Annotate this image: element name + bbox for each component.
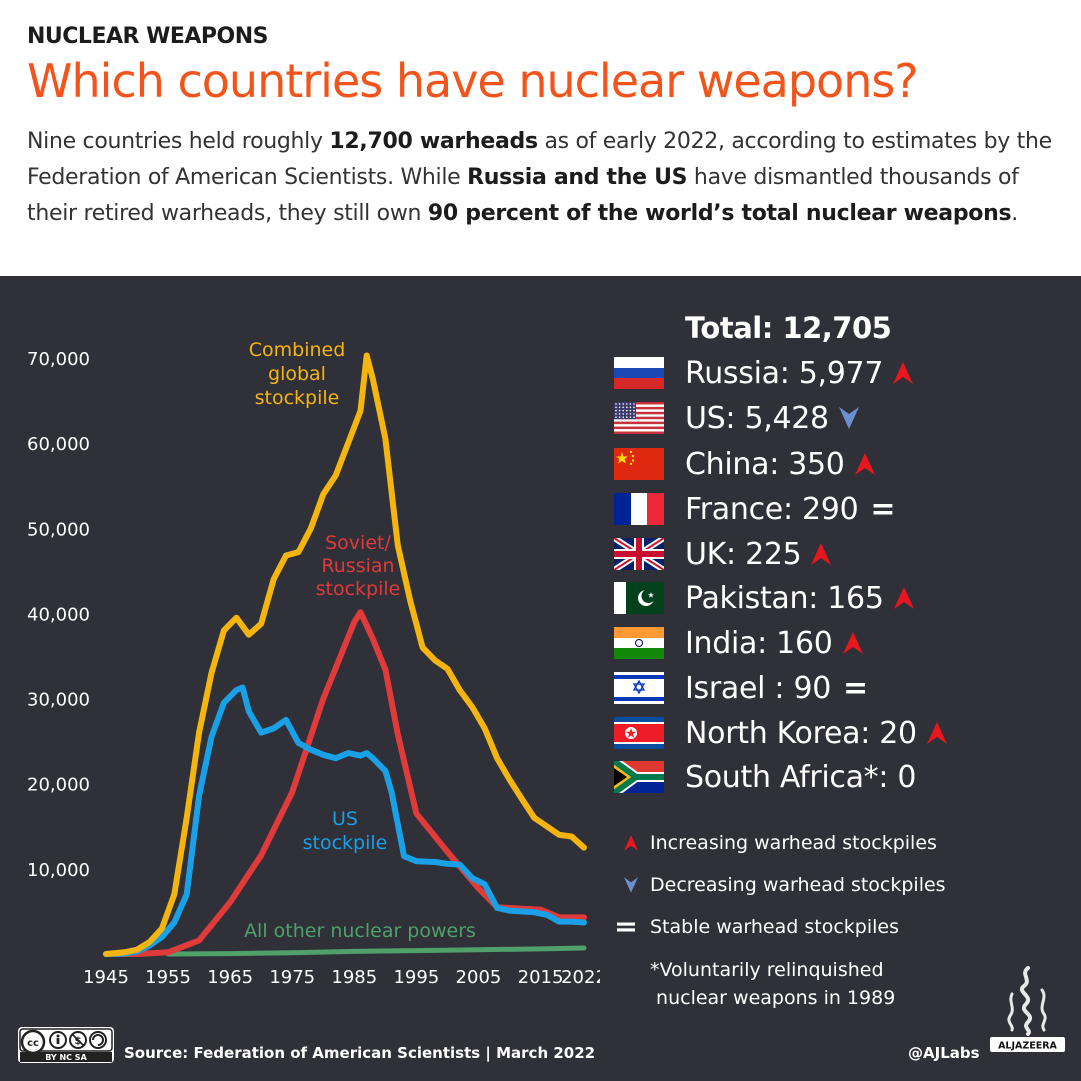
country-row: South Africa*: 0 [614,757,917,797]
country-label: France: 290 [685,491,859,527]
country-label: Israel : 90 [685,670,832,706]
india-flag [614,627,664,659]
intro-text: . [1011,201,1018,226]
x-tick-label: 2015 [518,967,564,988]
key-row: Decreasing warhead stockpiles [614,874,946,896]
down-arrow-icon [838,407,859,429]
footnote: *Voluntarily relinquished nuclear weapon… [650,959,896,1009]
chart-panel: 10,000 20,000 30,000 40,000 50,000 60,000 70,0… [0,276,1081,1081]
cc-license-text: BY NC SA [45,1053,87,1062]
israel-flag [614,672,664,704]
russia-flag [614,357,664,389]
y-tick-label: 50,000 [27,519,90,540]
series-label: Soviet/ [325,532,391,554]
country-row: Russia: 5,977 [614,353,914,393]
key-row: Stable warhead stockpiles [614,916,899,938]
south-africa-flag [614,761,664,793]
aljazeera-wordmark: ALJAZEERA [998,1041,1057,1052]
svg-text:cc: cc [27,1038,39,1049]
x-tick-label: 2022 [561,967,600,988]
up-arrow-icon [624,835,638,851]
series-line-others [165,945,587,957]
series-line-combined [103,352,587,957]
key-label: Stable warhead stockpiles [650,916,899,938]
key-label: Increasing warhead stockpiles [650,832,937,854]
x-tick-label: 1995 [393,967,439,988]
equals-icon [617,922,635,932]
up-arrow-icon [842,632,863,654]
series-line-us [103,684,587,957]
y-tick-label: 30,000 [27,690,90,711]
ajlabs-handle: @AJLabs [908,1044,980,1062]
country-label: North Korea: 20 [685,715,917,751]
intro-highlight: 90 percent of the world’s total nuclear … [427,201,1012,226]
china-flag [614,448,664,480]
country-row: India: 160 [614,623,863,663]
intro-highlight: Russia and the US [467,165,688,190]
intro-text: Nine countries held roughly [27,129,330,154]
series-label: stockpile [316,578,401,600]
equals-icon: = [843,670,869,706]
down-arrow-icon [624,877,638,893]
kicker: NUCLEAR WEAPONS [27,24,269,49]
equals-icon: = [870,491,896,527]
up-arrow-icon [811,543,832,565]
country-row: Israel : 90 = [614,668,868,708]
svg-text:$: $ [75,1036,82,1047]
x-tick-label: 1965 [207,967,253,988]
country-row: Pakistan: 165 [614,578,914,618]
country-label: Pakistan: 165 [685,580,884,616]
north-korea-flag [614,717,664,749]
y-tick-label: 20,000 [27,775,90,796]
key-row: Increasing warhead stockpiles [614,832,937,854]
series-label: Russian [321,555,394,577]
y-tick-label: 70,000 [27,349,90,370]
legend-total: Total: 12,705 [685,311,892,345]
key-label: Decreasing warhead stockpiles [650,874,946,896]
country-row: UK: 225 [614,534,832,574]
up-arrow-icon [854,453,875,475]
up-arrow-icon [926,722,947,744]
y-tick-label: 60,000 [27,434,90,455]
x-tick-label: 1985 [331,967,377,988]
up-arrow-icon [893,587,914,609]
series-label: stockpile [303,832,388,854]
intro-highlight: 12,700 warheads [329,129,538,154]
stockpile-chart: 10,000 20,000 30,000 40,000 50,000 60,000 70,0… [27,339,600,988]
header: NUCLEAR WEAPONS Which countries have nuc… [0,0,1081,276]
country-label: UK: 225 [685,536,802,572]
country-row: North Korea: 20 [614,713,947,753]
x-tick-label: 1975 [269,967,315,988]
country-row: US: 5,428 [614,398,859,438]
country-row: China: 350 [614,444,875,484]
up-arrow-icon [893,362,914,384]
series-label: All other nuclear powers [244,920,476,942]
pakistan-flag [614,582,664,614]
uk-flag [614,538,664,570]
series-label: stockpile [255,387,340,409]
country-label: South Africa*: 0 [685,759,917,795]
x-tick-label: 1945 [83,967,129,988]
aljazeera-logo: ALJAZEERA [990,966,1065,1052]
country-label: India: 160 [685,625,833,661]
country-label: Russia: 5,977 [685,355,884,391]
series-label: global [268,363,326,385]
intro-paragraph: Nine countries held roughly 12,700 warhe… [27,124,1067,232]
intro-text: as of early 2022, according to estimates… [27,129,1052,190]
x-tick-label: 1955 [145,967,191,988]
france-flag [614,493,664,525]
country-label: China: 350 [685,446,845,482]
x-tick-label: 2005 [456,967,502,988]
us-flag [614,402,664,434]
page-title: Which countries have nuclear weapons? [27,54,919,108]
intro-text: have dismantled thousands of their retir… [27,165,1019,226]
country-row: France: 290 = [614,489,896,529]
country-label: US: 5,428 [685,400,829,436]
series-label: Combined [249,339,346,361]
y-tick-label: 40,000 [27,604,90,625]
cc-license-icon: cc $ BY NC SA [18,1027,114,1063]
y-tick-label: 10,000 [27,860,90,881]
source-line: Source: Federation of American Scientist… [124,1044,596,1062]
series-label: US [332,808,358,830]
